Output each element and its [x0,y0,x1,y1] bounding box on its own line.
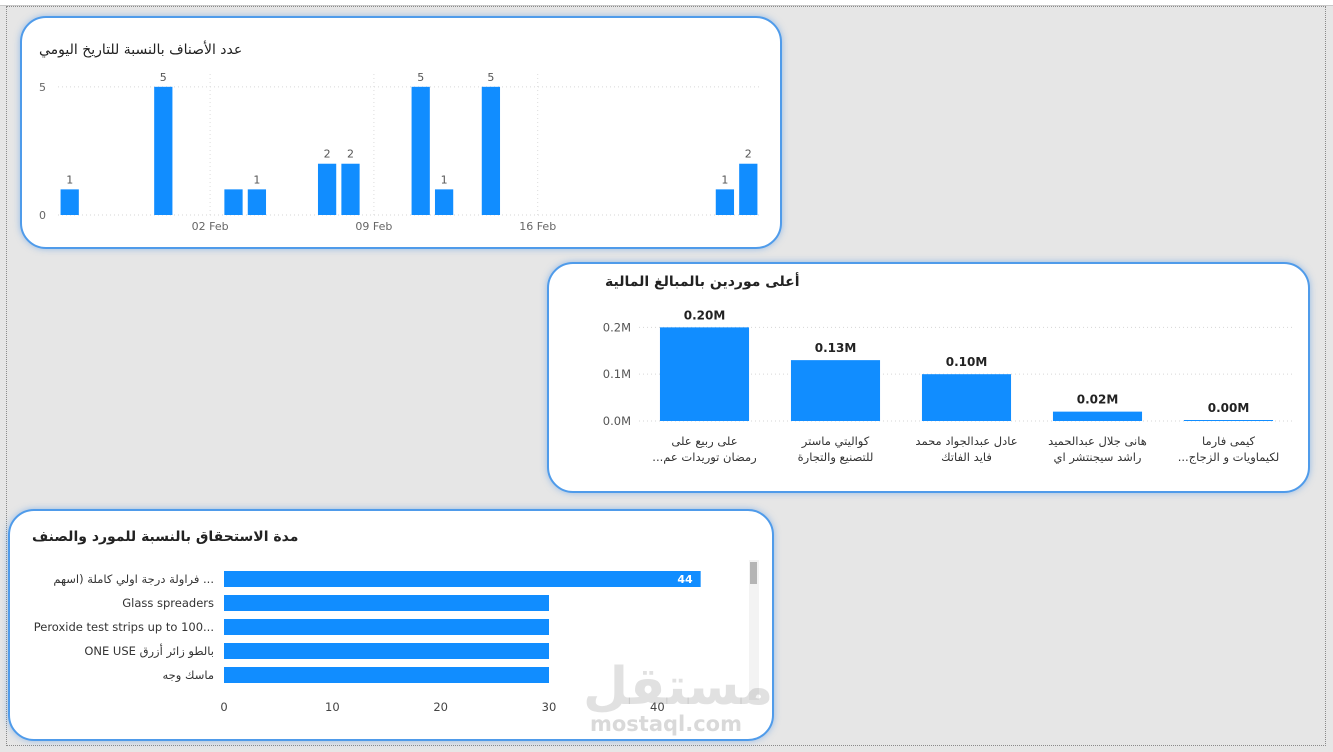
data-label: 44 [677,573,693,586]
bar-supplier-4 [1052,411,1143,421]
top-suppliers-chart-card[interactable]: أعلى موردين بالمبالغ المالية 0.0M 0.1M 0.2… [547,262,1310,493]
x-category-label: عادل عبدالجواد محمد [915,434,1017,449]
due-period-chart-card[interactable]: مدة الاستحقاق بالنسبة للمورد والصنف فراو… [8,509,774,741]
x-category-label: كيمى فارما [1202,434,1256,449]
bar-2024-02-12 [434,189,454,215]
x-category-label: راشد سيجنتشر اي [1053,450,1141,465]
x-tick-label: 30 [542,700,557,714]
bar-2024-02-03 [224,189,243,215]
x-category-label: هانى جلال عبدالحميد [1048,434,1147,448]
y-category-label: فراولة درجة اولي كاملة (اسهم ... [53,572,214,587]
bar-supplier-3 [921,374,1012,421]
data-label: 0.00M [1208,401,1250,415]
data-label: 0.02M [1077,393,1119,407]
bar-2024-02-04 [247,189,267,215]
data-label: 5 [487,71,494,84]
y-category-label: ONE USE بالطو زائر أزرق [84,643,214,659]
data-label: 1 [721,173,728,186]
data-label: 2 [745,148,752,161]
bar-supplier-5 [1183,420,1274,421]
bar-supplier-1 [659,327,750,421]
x-tick-label: 20 [433,700,448,714]
report-canvas [6,6,1326,746]
top-toolbar-strip [0,0,1333,6]
y-category-label: Glass spreaders [122,596,214,610]
x-tick-label: 0 [220,700,227,714]
bar-supplier-2 [790,360,881,421]
bar-item-1 [224,571,701,587]
x-tick-label: 09 Feb [355,220,392,233]
bar-2024-02-24 [715,189,735,215]
y-tick-label: 0.2M [603,320,631,334]
bar-item-5 [224,667,549,683]
bar-item-4 [224,643,549,659]
y-tick-label: 0.1M [603,367,631,381]
data-label: 1 [66,173,73,186]
x-tick-label: 16 Feb [519,220,556,233]
data-label: 5 [417,71,424,84]
bar-2024-02-25 [739,163,758,215]
y-category-label: ماسك وجه [163,668,214,683]
bar-item-3 [224,619,549,635]
y-tick-label: 5 [39,81,46,94]
bar-2024-02-08 [341,163,360,215]
bar-item-2 [224,595,549,611]
data-label: 1 [441,173,448,186]
y-tick-label: 0 [39,209,46,222]
x-category-label: فايد الفاتك [941,450,992,464]
x-category-label: على ربيع على [671,434,737,449]
y-category-label: Peroxide test strips up to 100... [34,620,214,634]
due-period-bar-chart: فراولة درجة اولي كاملة (اسهم ... 44 Glass … [34,571,701,714]
data-label: 0.13M [815,341,857,355]
scrollbar-track[interactable] [749,560,759,700]
scrollbar-thumb[interactable] [750,562,757,584]
data-label: 0.20M [684,308,726,322]
y-tick-label: 0.0M [603,414,631,428]
data-label: 2 [347,148,354,161]
bar-2024-02-14 [481,86,501,216]
bar-2024-01-31 [154,86,173,216]
data-label: 1 [253,173,260,186]
x-tick-label: 10 [325,700,340,714]
chart-title: أعلى موردين بالمبالغ المالية [605,274,800,290]
chart-title: مدة الاستحقاق بالنسبة للمورد والصنف [32,529,299,545]
chart-title: عدد الأصناف بالنسبة للتاريخ اليومي [39,42,243,58]
bar-2024-02-11 [411,86,430,216]
x-category-label: للتصنيع والتجارة [798,450,874,465]
watermark-logo: مستقل [583,657,774,717]
watermark-url: mostaql.com [590,712,742,736]
data-label: 5 [160,71,167,84]
bar-2024-01-27 [60,189,79,215]
x-tick-label: 40 [650,700,665,714]
x-tick-label: 02 Feb [192,220,229,233]
data-label: 0.10M [946,355,988,369]
data-label: 2 [324,148,331,161]
daily-items-chart-card[interactable]: عدد الأصناف بالنسبة للتاريخ اليومي 0 5 02 … [20,16,782,249]
x-category-label: رمضان توريدات عم... [652,450,756,465]
bar-2024-02-07 [317,163,337,215]
x-category-label: لكيماويات و الزجاج... [1178,450,1279,465]
daily-items-bar-chart: 0 5 02 Feb 09 Feb 16 Feb 1 5 1 2 2 5 1 5 1 2 [39,71,760,233]
x-category-label: كواليتي ماستر [801,434,870,449]
